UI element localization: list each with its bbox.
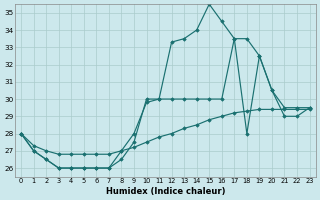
- X-axis label: Humidex (Indice chaleur): Humidex (Indice chaleur): [106, 187, 225, 196]
